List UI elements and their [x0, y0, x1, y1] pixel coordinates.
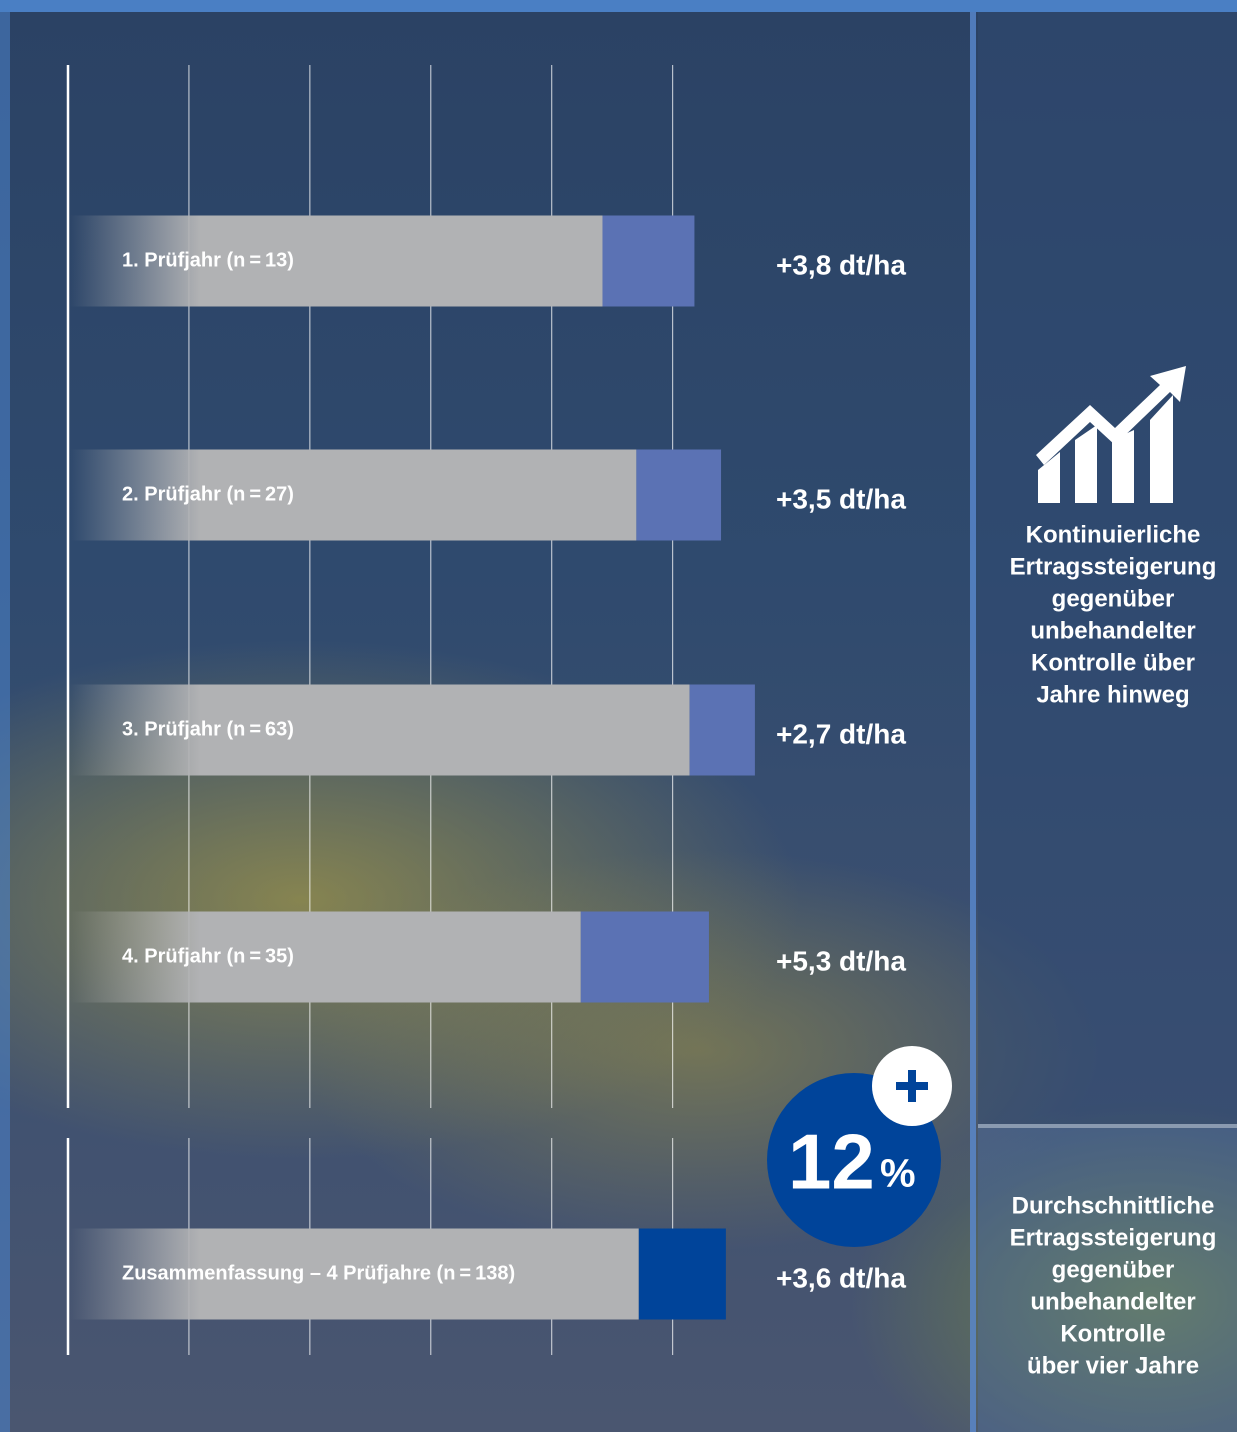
trend-icon — [1036, 366, 1186, 503]
category-label: 4. Prüfjahr (n = 35) — [122, 945, 294, 967]
side-note: unbehandelter — [1030, 1288, 1195, 1315]
side-note: Ertragssteigerung — [1010, 553, 1217, 580]
category-label: 1. Prüfjahr (n = 13) — [122, 249, 294, 271]
bar-segment — [638, 1228, 726, 1320]
bar-segment — [636, 449, 722, 541]
side-note: Kontrolle über — [1031, 649, 1195, 676]
side-panel — [978, 12, 1237, 1124]
side-note: gegenüber — [1052, 585, 1175, 612]
bar-segment — [68, 1228, 639, 1320]
badge-value: 12 — [788, 1118, 875, 1206]
side-note: Jahre hinweg — [1036, 681, 1189, 708]
value-label: +5,3 dt/ha — [776, 945, 906, 976]
badge-unit: % — [880, 1152, 916, 1196]
side-note: gegenüber — [1052, 1256, 1175, 1283]
side-note: Durchschnittliche — [1012, 1192, 1215, 1219]
value-label: +2,7 dt/ha — [776, 718, 906, 749]
bar-segment — [68, 911, 581, 1003]
top-border — [0, 0, 1237, 12]
bar-segment — [602, 215, 695, 307]
value-label: +3,8 dt/ha — [776, 249, 906, 280]
category-label: 3. Prüfjahr (n = 63) — [122, 718, 294, 740]
bar-segment — [689, 684, 755, 776]
badge: 12 % — [767, 1046, 952, 1247]
category-label: 2. Prüfjahr (n = 27) — [122, 483, 294, 505]
side-note: unbehandelter — [1030, 617, 1195, 644]
side-note: Kontinuierliche — [1026, 521, 1201, 548]
side-divider — [978, 1124, 1237, 1128]
value-label: +3,6 dt/ha — [776, 1262, 906, 1293]
bar-segment — [580, 911, 709, 1003]
side-note: Kontrolle — [1060, 1320, 1165, 1347]
category-label: Zusammenfassung – 4 Prüfjahre (n = 138) — [122, 1262, 515, 1284]
bar-segment — [68, 215, 603, 307]
side-note: Ertragssteigerung — [1010, 1224, 1217, 1251]
plus-sign — [896, 1070, 928, 1102]
side-panel — [978, 1128, 1237, 1432]
side-note: über vier Jahre — [1027, 1352, 1199, 1379]
bar-segment — [68, 449, 637, 541]
divider — [970, 12, 976, 1432]
bar-segment — [68, 684, 690, 776]
value-label: +3,5 dt/ha — [776, 483, 906, 514]
left-border — [0, 0, 10, 1432]
